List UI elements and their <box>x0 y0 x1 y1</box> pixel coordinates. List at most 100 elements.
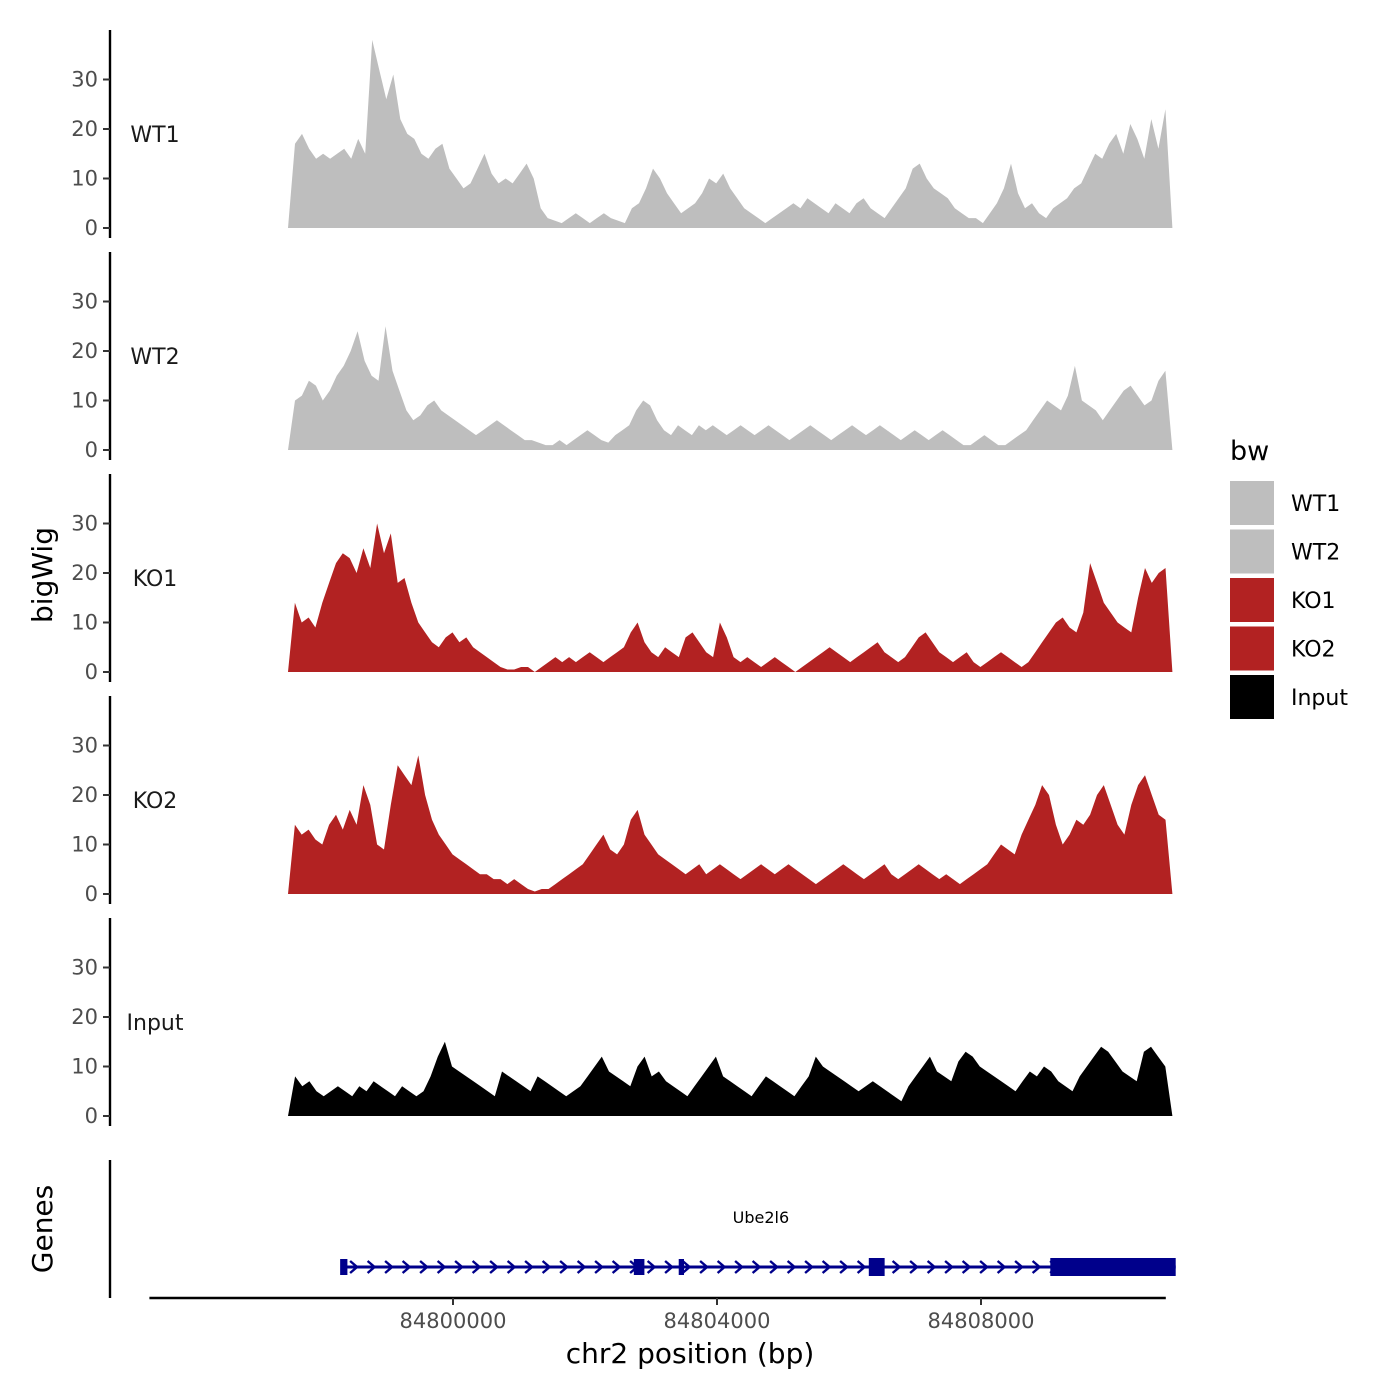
track-wt2: 0 10 20 30 WT2 <box>71 252 1173 462</box>
legend-title: bw <box>1230 436 1269 467</box>
strand-arrow-icon <box>699 1260 709 1274</box>
strand-arrow-icon <box>611 1260 622 1274</box>
y-tick-label: 20 <box>71 561 98 585</box>
strand-arrow-icon <box>349 1260 359 1274</box>
strand-arrow-icon <box>996 1260 1007 1274</box>
y-tick-label: 10 <box>71 833 98 857</box>
y-tick-label: 20 <box>71 339 98 363</box>
legend: bw WT1 WT2 KO1 KO2 Input <box>1228 436 1348 721</box>
legend-swatch <box>1228 576 1276 624</box>
strand-arrow-icon <box>681 1260 692 1274</box>
legend-label: WT1 <box>1291 492 1340 517</box>
y-tick-label: 10 <box>71 389 98 413</box>
track-ko1: 0 10 20 30 KO1 <box>71 474 1173 684</box>
strand-arrow-icon <box>804 1260 814 1274</box>
y-tick-label: 30 <box>71 290 98 314</box>
strand-arrow-icon <box>1031 1260 1042 1274</box>
legend-label: WT2 <box>1291 541 1340 566</box>
strand-arrow-icon <box>1014 1260 1024 1274</box>
track-label: KO1 <box>133 567 178 592</box>
gene-track-title: Genes <box>26 1185 59 1273</box>
strand-arrow-icon <box>576 1260 587 1274</box>
strand-arrow-icon <box>926 1260 937 1274</box>
gene-name-label: Ube2l6 <box>733 1208 790 1227</box>
y-tick-label: 20 <box>71 117 98 141</box>
strand-arrow-icon <box>559 1260 569 1274</box>
track-ko2: 0 10 20 30 KO2 <box>71 696 1173 906</box>
y-tick-label: 20 <box>71 1005 98 1029</box>
signal-area-ko2 <box>288 755 1173 894</box>
strand-arrow-icon <box>594 1260 604 1274</box>
legend-item-wt2: WT2 <box>1228 527 1340 576</box>
legend-swatch <box>1228 673 1276 721</box>
gene-track: Ube2l6 <box>108 1160 1176 1298</box>
y-tick-label: 30 <box>71 512 98 536</box>
strand-arrow-icon <box>489 1260 499 1274</box>
track-wt1: 0 10 20 30 WT1 <box>71 30 1173 240</box>
legend-item-wt1: WT1 <box>1228 479 1340 527</box>
y-tick-label: 0 <box>85 438 98 462</box>
strand-arrow-icon <box>891 1260 902 1274</box>
legend-item-input: Input <box>1228 673 1348 721</box>
signal-area-wt1 <box>288 39 1173 229</box>
strand-arrow-icon <box>664 1260 674 1274</box>
y-tick-label: 30 <box>71 68 98 92</box>
y-tick-label: 0 <box>85 660 98 684</box>
strand-arrow-icon <box>944 1260 954 1274</box>
strand-arrow-icon <box>751 1260 762 1274</box>
y-tick-label: 0 <box>85 1104 98 1128</box>
y-tick-label: 0 <box>85 216 98 240</box>
signal-area-ko1 <box>288 523 1173 672</box>
gene-exon <box>678 1259 684 1275</box>
gene-exon <box>633 1259 645 1275</box>
strand-arrow-icon <box>646 1260 657 1274</box>
track-label: WT1 <box>130 123 179 148</box>
strand-arrow-icon <box>454 1260 464 1274</box>
gene-exon <box>340 1259 348 1275</box>
strand-arrow-icon <box>524 1260 534 1274</box>
legend-item-ko1: KO1 <box>1228 576 1336 624</box>
signal-tracks: 0 10 20 30 WT1 0 10 20 30 WT2 0 10 20 30 KO1 0 10 20 30 KO2… <box>71 30 1173 1128</box>
strand-arrow-icon <box>786 1260 797 1274</box>
strand-arrow-icon <box>979 1260 989 1274</box>
legend-swatch <box>1228 624 1276 673</box>
y-tick-label: 0 <box>85 882 98 906</box>
strand-arrow-icon <box>734 1260 744 1274</box>
x-axis-title: chr2 position (bp) <box>566 1337 815 1370</box>
legend-swatch <box>1228 479 1276 527</box>
legend-label: KO2 <box>1291 638 1336 663</box>
strand-arrow-icon <box>769 1260 779 1274</box>
track-label: WT2 <box>130 345 179 370</box>
strand-arrow-icon <box>419 1260 429 1274</box>
track-label: Input <box>127 1011 184 1036</box>
strand-arrow-icon <box>839 1260 849 1274</box>
y-tick-label: 30 <box>71 956 98 980</box>
strand-arrow-icon <box>436 1260 447 1274</box>
track-input: 0 10 20 30 Input <box>71 918 1173 1128</box>
gene-exon <box>1050 1258 1176 1276</box>
x-tick-label: 84804000 <box>664 1309 771 1333</box>
strand-arrow-icon <box>856 1260 867 1274</box>
y-tick-label: 10 <box>71 1055 98 1079</box>
legend-label: Input <box>1291 686 1348 711</box>
strand-arrow-icon <box>541 1260 552 1274</box>
x-tick-label: 84808000 <box>928 1309 1035 1333</box>
strand-arrow-icon <box>401 1260 412 1274</box>
gene-exon <box>868 1258 885 1276</box>
y-tick-label: 10 <box>71 611 98 635</box>
strand-arrow-icon <box>384 1260 394 1274</box>
x-axis: 84800000 84804000 84808000 <box>149 1296 1166 1333</box>
strand-arrow-icon <box>366 1260 377 1274</box>
strand-arrow-icon <box>506 1260 517 1274</box>
signal-area-wt2 <box>288 326 1173 450</box>
legend-swatch <box>1228 527 1276 576</box>
y-axis-title: bigWig <box>26 527 59 623</box>
signal-area-input <box>288 1041 1173 1116</box>
y-tick-label: 30 <box>71 734 98 758</box>
legend-item-ko2: KO2 <box>1228 624 1336 673</box>
strand-arrow-icon <box>471 1260 482 1274</box>
y-tick-label: 10 <box>71 167 98 191</box>
track-label: KO2 <box>133 789 178 814</box>
strand-arrow-icon <box>961 1260 972 1274</box>
